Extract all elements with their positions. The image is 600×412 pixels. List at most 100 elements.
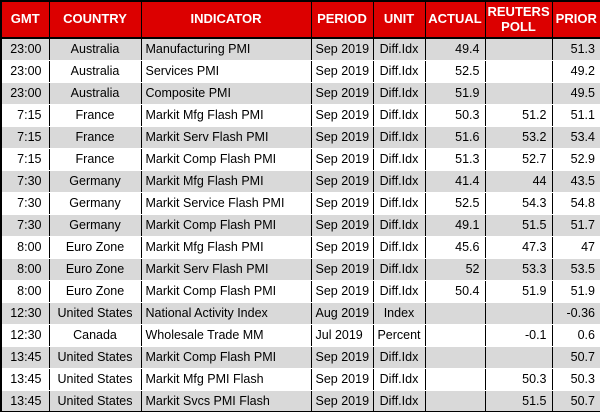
cell-gmt: 8:00 [0, 235, 50, 259]
cell-unit: Diff.Idx [372, 125, 426, 149]
table-row: 23:00 Australia Services PMI Sep 2019 Di… [0, 59, 600, 83]
table-body: 23:00 Australia Manufacturing PMI Sep 20… [0, 37, 600, 412]
cell-unit: Percent [372, 323, 426, 347]
cell-unit: Diff.Idx [372, 389, 426, 412]
table-row: 12:30 United States National Activity In… [0, 301, 600, 325]
cell-unit: Index [372, 301, 426, 325]
cell-actual: 51.9 [424, 81, 486, 105]
cell-period: Sep 2019 [310, 389, 374, 412]
cell-period: Jul 2019 [310, 323, 374, 347]
cell-reuters-poll [484, 59, 553, 83]
table-row: 7:30 Germany Markit Mfg Flash PMI Sep 20… [0, 169, 600, 193]
cell-actual: 51.3 [424, 147, 486, 171]
cell-unit: Diff.Idx [372, 169, 426, 193]
cell-gmt: 7:30 [0, 213, 50, 237]
cell-reuters-poll [484, 37, 553, 61]
cell-unit: Diff.Idx [372, 279, 426, 303]
cell-period: Sep 2019 [310, 213, 374, 237]
cell-prior: 54.8 [551, 191, 600, 215]
cell-prior: 0.6 [551, 323, 600, 347]
cell-actual [424, 323, 486, 347]
cell-indicator: Markit Service Flash PMI [140, 191, 312, 215]
cell-unit: Diff.Idx [372, 367, 426, 391]
cell-prior: 49.5 [551, 81, 600, 105]
cell-country: Euro Zone [48, 257, 142, 281]
cell-indicator: Markit Mfg Flash PMI [140, 235, 312, 259]
cell-country: France [48, 147, 142, 171]
cell-reuters-poll: 50.3 [484, 367, 553, 391]
cell-actual: 51.6 [424, 125, 486, 149]
cell-indicator: National Activity Index [140, 301, 312, 325]
cell-gmt: 12:30 [0, 301, 50, 325]
cell-prior: 43.5 [551, 169, 600, 193]
cell-indicator: Markit Serv Flash PMI [140, 125, 312, 149]
cell-period: Sep 2019 [310, 125, 374, 149]
table-row: 8:00 Euro Zone Markit Serv Flash PMI Sep… [0, 257, 600, 281]
cell-prior: 53.4 [551, 125, 600, 149]
cell-indicator: Markit Svcs PMI Flash [140, 389, 312, 412]
cell-period: Sep 2019 [310, 191, 374, 215]
cell-prior: 52.9 [551, 147, 600, 171]
cell-gmt: 7:30 [0, 169, 50, 193]
cell-reuters-poll: 53.2 [484, 125, 553, 149]
cell-country: Australia [48, 59, 142, 83]
cell-gmt: 23:00 [0, 81, 50, 105]
cell-period: Sep 2019 [310, 345, 374, 369]
cell-reuters-poll: 47.3 [484, 235, 553, 259]
cell-actual [424, 301, 486, 325]
cell-period: Sep 2019 [310, 367, 374, 391]
cell-reuters-poll: 51.9 [484, 279, 553, 303]
cell-actual: 50.4 [424, 279, 486, 303]
cell-actual: 49.4 [424, 37, 486, 61]
cell-indicator: Markit Mfg Flash PMI [140, 169, 312, 193]
cell-reuters-poll: 53.3 [484, 257, 553, 281]
table-row: 23:00 Australia Composite PMI Sep 2019 D… [0, 81, 600, 105]
table-row: 7:15 France Markit Comp Flash PMI Sep 20… [0, 147, 600, 171]
cell-reuters-poll [484, 345, 553, 369]
table-row: 7:15 France Markit Serv Flash PMI Sep 20… [0, 125, 600, 149]
table-row: 13:45 United States Markit Comp Flash PM… [0, 345, 600, 369]
table-row: 7:30 Germany Markit Service Flash PMI Se… [0, 191, 600, 215]
cell-gmt: 23:00 [0, 59, 50, 83]
cell-indicator: Wholesale Trade MM [140, 323, 312, 347]
cell-country: Germany [48, 169, 142, 193]
cell-gmt: 7:15 [0, 125, 50, 149]
cell-actual [424, 345, 486, 369]
cell-prior: 50.7 [551, 389, 600, 412]
cell-country: United States [48, 301, 142, 325]
cell-actual: 52 [424, 257, 486, 281]
cell-country: Canada [48, 323, 142, 347]
cell-unit: Diff.Idx [372, 37, 426, 61]
cell-indicator: Markit Comp Flash PMI [140, 147, 312, 171]
cell-country: United States [48, 389, 142, 412]
column-header-indicator: INDICATOR [140, 1, 312, 39]
cell-prior: -0.36 [551, 301, 600, 325]
cell-indicator: Manufacturing PMI [140, 37, 312, 61]
cell-reuters-poll: 51.5 [484, 389, 553, 412]
cell-unit: Diff.Idx [372, 59, 426, 83]
cell-prior: 50.3 [551, 367, 600, 391]
cell-unit: Diff.Idx [372, 103, 426, 127]
cell-indicator: Services PMI [140, 59, 312, 83]
column-header-gmt: GMT [0, 1, 50, 39]
cell-period: Sep 2019 [310, 279, 374, 303]
cell-period: Sep 2019 [310, 37, 374, 61]
cell-gmt: 7:30 [0, 191, 50, 215]
cell-unit: Diff.Idx [372, 147, 426, 171]
cell-gmt: 8:00 [0, 257, 50, 281]
cell-prior: 51.3 [551, 37, 600, 61]
table-row: 7:15 France Markit Mfg Flash PMI Sep 201… [0, 103, 600, 127]
cell-indicator: Markit Serv Flash PMI [140, 257, 312, 281]
cell-period: Aug 2019 [310, 301, 374, 325]
cell-reuters-poll [484, 81, 553, 105]
cell-prior: 49.2 [551, 59, 600, 83]
column-header-unit: UNIT [372, 1, 426, 39]
cell-unit: Diff.Idx [372, 81, 426, 105]
cell-reuters-poll: 52.7 [484, 147, 553, 171]
table-row: 13:45 United States Markit Svcs PMI Flas… [0, 389, 600, 412]
table-row: 13:45 United States Markit Mfg PMI Flash… [0, 367, 600, 391]
column-header-prior: PRIOR [551, 1, 600, 39]
table-row: 23:00 Australia Manufacturing PMI Sep 20… [0, 37, 600, 61]
column-header-country: COUNTRY [48, 1, 142, 39]
header-row: GMT COUNTRY INDICATOR PERIOD UNIT ACTUAL… [0, 1, 600, 39]
